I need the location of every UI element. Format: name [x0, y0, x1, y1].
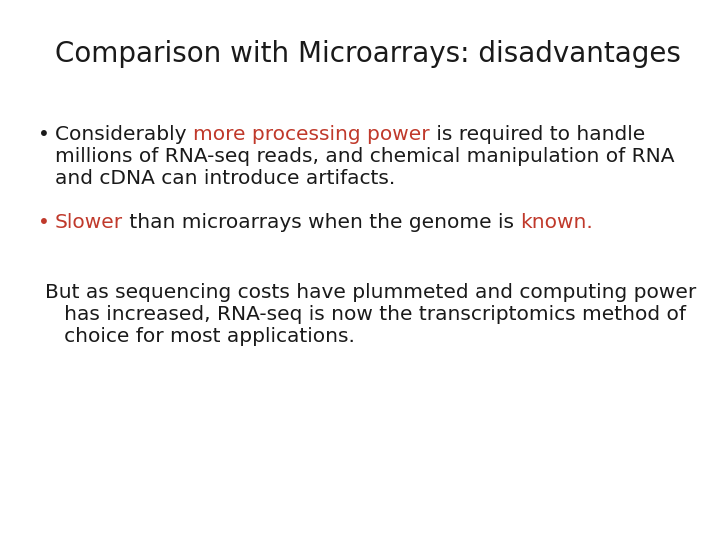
Text: known.: known. [521, 213, 593, 232]
Text: But as sequencing costs have plummeted and computing power: But as sequencing costs have plummeted a… [45, 284, 696, 302]
Text: more processing power: more processing power [193, 125, 430, 144]
Text: Slower: Slower [55, 213, 123, 232]
Text: •: • [38, 125, 50, 144]
Text: choice for most applications.: choice for most applications. [45, 327, 355, 346]
Text: millions of RNA-seq reads, and chemical manipulation of RNA: millions of RNA-seq reads, and chemical … [55, 147, 675, 166]
Text: •: • [38, 213, 50, 232]
Text: and cDNA can introduce artifacts.: and cDNA can introduce artifacts. [55, 169, 395, 188]
Text: Comparison with Microarrays: disadvantages: Comparison with Microarrays: disadvantag… [55, 40, 681, 68]
Text: than microarrays when the genome is: than microarrays when the genome is [123, 213, 521, 232]
Text: Considerably: Considerably [55, 125, 193, 144]
Text: has increased, RNA-seq is now the transcriptomics method of: has increased, RNA-seq is now the transc… [45, 306, 686, 325]
Text: is required to handle: is required to handle [430, 125, 644, 144]
